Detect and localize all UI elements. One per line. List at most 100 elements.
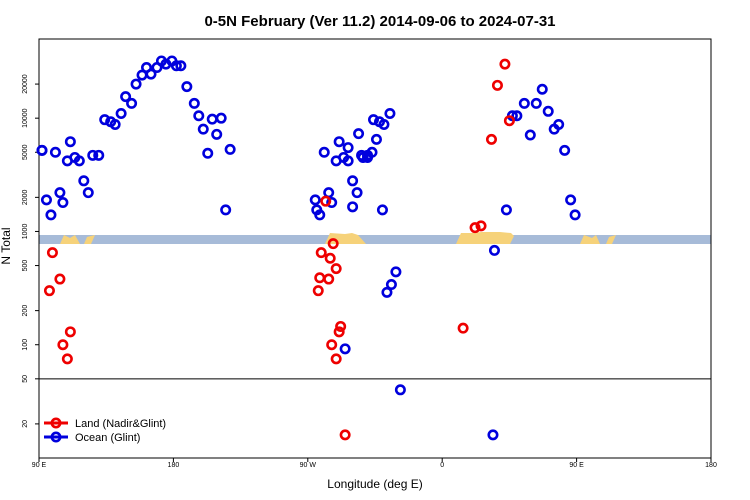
ocean-point: [381, 286, 393, 298]
land-point: [503, 115, 515, 127]
land-point: [485, 133, 497, 145]
ocean-point: [378, 118, 390, 130]
ocean-point: [487, 429, 499, 441]
chart-title: 0-5N February (Ver 11.2) 2014-09-06 to 2…: [204, 13, 555, 30]
ocean-point: [342, 155, 354, 167]
land-point: [339, 429, 351, 441]
land-patch-6: [606, 235, 616, 244]
y-axis-label: N Total: [0, 227, 13, 264]
legend: Land (Nadir&Glint) Ocean (Glint): [44, 417, 166, 444]
x-axis: 90 E 180 90 W 0 90 E 180: [32, 458, 717, 469]
ocean-point: [368, 114, 380, 126]
ocean-point: [78, 175, 90, 187]
land-point: [330, 263, 342, 275]
land-point: [330, 353, 342, 365]
ocean-point: [394, 384, 406, 396]
land-point: [324, 252, 336, 264]
x-tick-label: 0: [440, 462, 444, 469]
y-tick-label: 500: [22, 260, 29, 272]
ocean-point: [175, 60, 187, 72]
ocean-point: [120, 91, 132, 103]
land-point: [43, 285, 55, 297]
ocean-point: [524, 129, 536, 141]
ocean-point: [553, 118, 565, 130]
ocean-point: [170, 60, 182, 72]
land-patch-5: [580, 235, 600, 244]
y-tick-label: 20000: [22, 74, 29, 94]
land-patch-1: [60, 235, 80, 244]
ocean-point: [356, 149, 368, 161]
legend-land-label: Land (Nadir&Glint): [75, 418, 166, 430]
ocean-point: [376, 204, 388, 216]
y-tick-label: 20: [22, 420, 29, 428]
ocean-point: [54, 187, 66, 199]
ocean-point: [530, 97, 542, 109]
ocean-point: [318, 146, 330, 158]
land-point: [469, 222, 481, 234]
land-point: [314, 272, 326, 284]
ocean-point: [211, 128, 223, 140]
land-point: [327, 238, 339, 250]
ocean-point: [326, 197, 338, 209]
ocean-point: [309, 194, 321, 206]
land-point: [335, 320, 347, 332]
ocean-point: [488, 244, 500, 256]
ocean-point: [49, 146, 61, 158]
ocean-point: [45, 209, 57, 221]
x-tick-label: 90 E: [32, 462, 47, 469]
y-tick-label: 10000: [22, 108, 29, 128]
ocean-point: [181, 81, 193, 93]
ocean-point: [347, 175, 359, 187]
ocean-point: [569, 209, 581, 221]
land-patch-2: [84, 235, 95, 244]
y-axis: 20 50 100 200 500 1000 2000 5000 10000 20000: [22, 74, 39, 428]
x-tick-label: 180: [168, 462, 180, 469]
y-tick-label: 100: [22, 339, 29, 351]
ocean-strip: [39, 235, 711, 244]
ocean-point: [36, 144, 48, 156]
ocean-point: [93, 149, 105, 161]
ocean-point: [73, 155, 85, 167]
land-point: [57, 339, 69, 351]
ocean-point: [130, 78, 142, 90]
y-tick-label: 2000: [22, 189, 29, 205]
ocean-point: [339, 343, 351, 355]
ocean-point: [500, 204, 512, 216]
plot-frame: [38, 38, 712, 459]
legend-ocean-marker: [50, 431, 62, 443]
y-tick-label: 1000: [22, 224, 29, 240]
land-point: [333, 326, 345, 338]
ocean-point: [215, 112, 227, 124]
x-tick-label: 90 E: [569, 462, 584, 469]
land-point: [46, 247, 58, 259]
ocean-point: [511, 110, 523, 122]
ocean-point: [565, 194, 577, 206]
land-point: [315, 247, 327, 259]
ocean-point: [188, 97, 200, 109]
ocean-point: [518, 97, 530, 109]
ocean-point: [82, 187, 94, 199]
data-points: [36, 55, 581, 441]
ocean-point: [384, 107, 396, 119]
x-axis-label: Longitude (deg E): [327, 477, 422, 491]
ocean-point: [342, 142, 354, 154]
ocean-point: [333, 136, 345, 148]
x-tick-label: 90 W: [300, 462, 317, 469]
land-point: [320, 195, 332, 207]
ocean-point: [323, 187, 335, 199]
ocean-point: [559, 144, 571, 156]
ocean-point: [347, 201, 359, 213]
ocean-point: [370, 133, 382, 145]
ocean-point: [542, 105, 554, 117]
legend-land-marker: [50, 417, 62, 429]
ocean-point: [206, 113, 218, 125]
land-point: [491, 79, 503, 91]
y-tick-label: 200: [22, 305, 29, 317]
legend-ocean-label: Ocean (Glint): [75, 432, 140, 444]
ocean-point: [145, 68, 157, 80]
land-patch-3: [325, 233, 366, 244]
land-point: [312, 285, 324, 297]
ocean-point: [57, 197, 69, 209]
ocean-point: [40, 194, 52, 206]
